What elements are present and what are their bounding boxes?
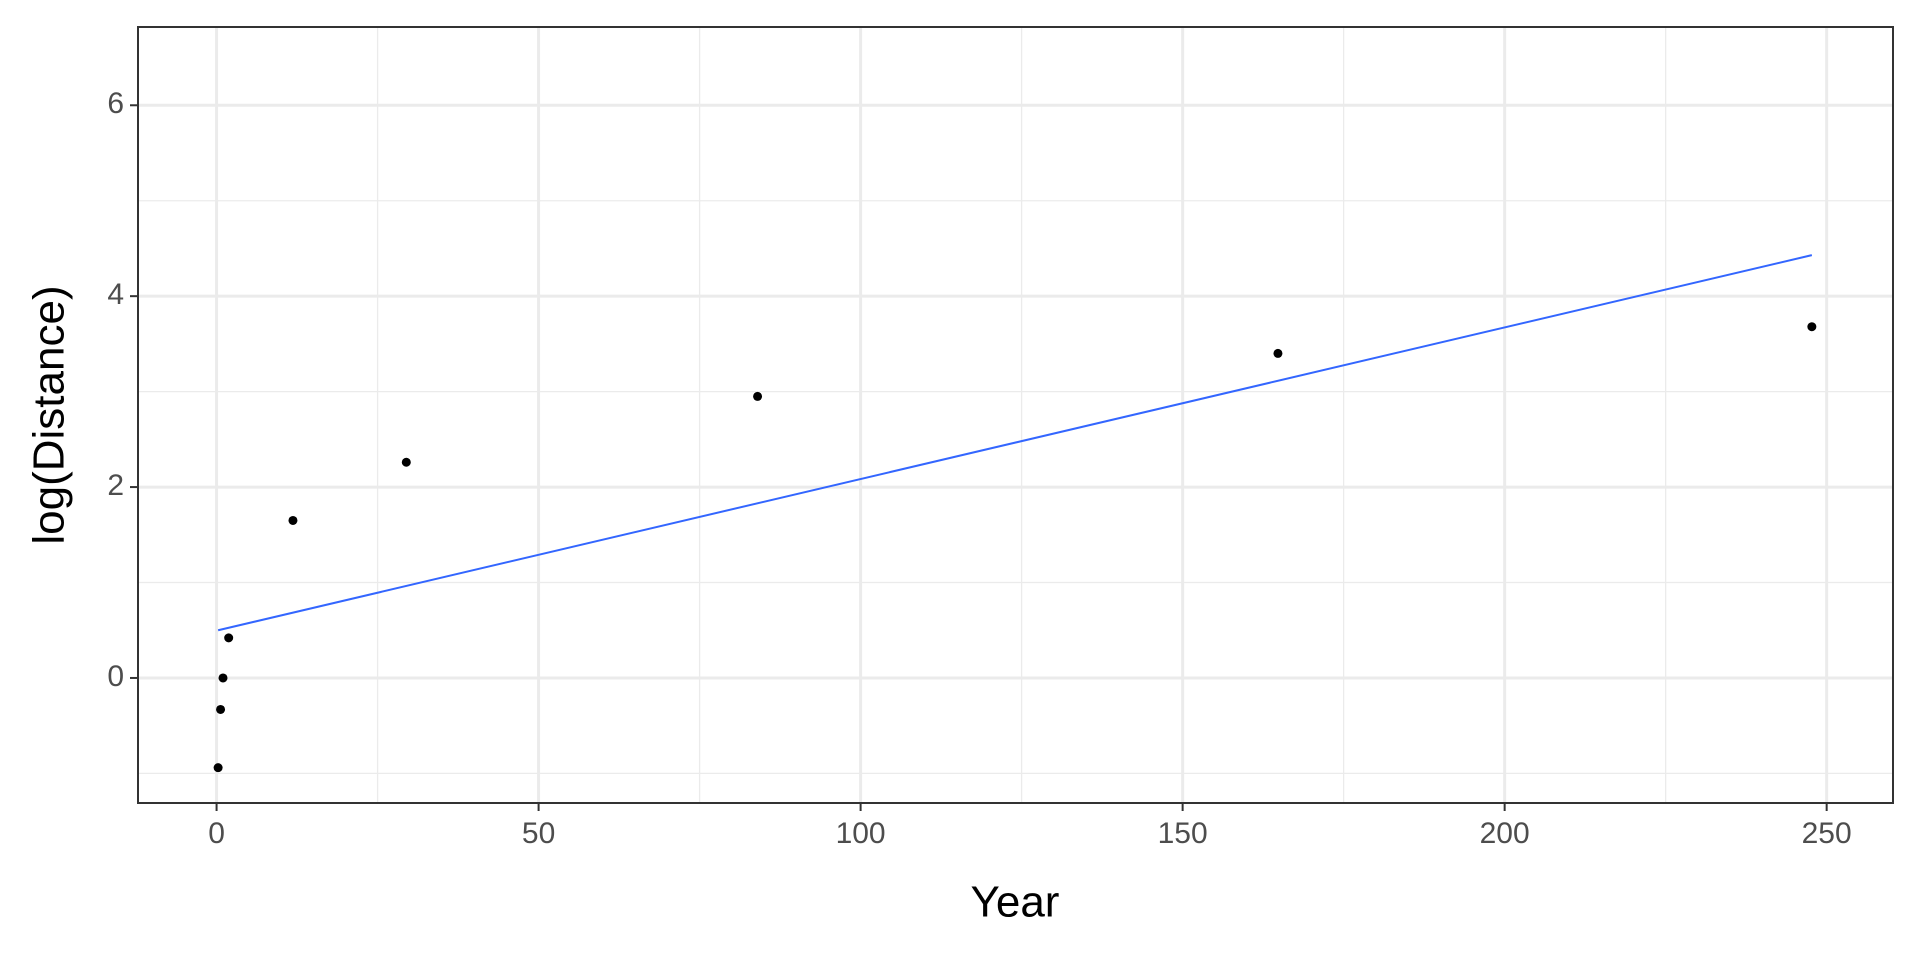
y-tick-label: 2: [107, 469, 124, 502]
x-tick-label: 0: [208, 817, 225, 850]
point: [1807, 322, 1817, 332]
y-tick-label: 6: [107, 87, 124, 120]
x-tick-label: 100: [836, 817, 886, 850]
fit-line: [217, 254, 1813, 632]
x-tick-label: 250: [1802, 817, 1852, 850]
point: [218, 673, 228, 683]
y-axis-title: log(Distance): [25, 285, 74, 544]
point: [216, 704, 226, 714]
point: [1273, 348, 1283, 358]
point: [224, 633, 234, 643]
x-axis-title: Year: [971, 878, 1060, 927]
point: [753, 391, 763, 401]
x-tick-label: 200: [1480, 817, 1530, 850]
y-tick-label: 0: [107, 660, 124, 693]
point: [213, 763, 223, 773]
x-tick-label: 150: [1158, 817, 1208, 850]
y-tick-label: 4: [107, 278, 124, 311]
plot-border: [137, 26, 1894, 804]
point: [401, 457, 411, 467]
x-tick-label: 50: [522, 817, 555, 850]
point: [288, 515, 298, 525]
